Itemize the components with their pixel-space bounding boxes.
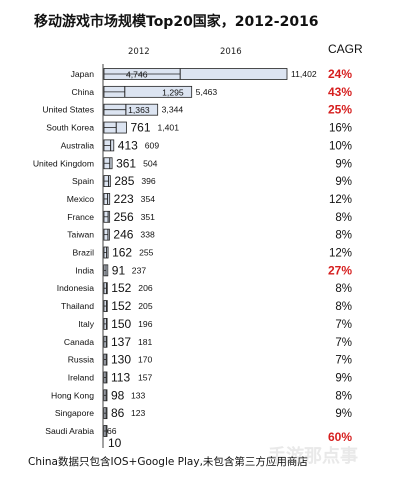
cagr-value: 9%: [335, 372, 352, 384]
value-2012: 246: [113, 228, 133, 242]
value-2016: 396: [141, 176, 156, 186]
cagr-value: 8%: [335, 212, 352, 224]
value-2016: 237: [132, 265, 147, 275]
value-2016: 338: [140, 230, 155, 240]
category-label: Spain: [72, 176, 94, 186]
value-2016: 255: [139, 248, 154, 258]
cagr-value: 8%: [335, 230, 352, 242]
category-label: United States: [42, 105, 94, 115]
value-2012: 150: [111, 317, 131, 331]
category-label: Russia: [68, 355, 94, 365]
value-2012: 361: [116, 156, 136, 170]
category-label: Taiwan: [67, 230, 94, 240]
category-label: South Korea: [46, 123, 94, 133]
cagr-value: 60%: [328, 430, 352, 444]
value-2012: 256: [114, 210, 134, 224]
value-2016: 157: [138, 372, 153, 382]
value-2012: 137: [111, 335, 131, 349]
value-2012: 86: [111, 406, 125, 420]
chart-rows: Japan 4,746 11,402 24% China 1,295 5,463 43% Uni…: [33, 67, 352, 450]
value-2016: 504: [143, 158, 158, 168]
value-2016: 170: [138, 355, 153, 365]
value-2012: 152: [111, 281, 131, 295]
value-2016: 181: [138, 337, 153, 347]
value-2016: 11,402: [291, 69, 317, 79]
category-label: Italy: [78, 319, 94, 329]
value-2012: 285: [114, 174, 134, 188]
category-label: Singapore: [55, 408, 94, 418]
cagr-value: 8%: [335, 301, 352, 313]
value-2012: 1,363: [128, 105, 150, 115]
legend-2012: 2012: [128, 47, 150, 57]
category-label: United Kingdom: [33, 158, 94, 168]
value-2012: 761: [130, 121, 150, 135]
cagr-value: 9%: [335, 408, 352, 420]
value-2012: 1,295: [162, 87, 184, 97]
cagr-value: 7%: [335, 337, 352, 349]
cagr-value: 7%: [335, 355, 352, 367]
value-2016: 206: [138, 283, 153, 293]
category-label: Thailand: [61, 301, 94, 311]
value-2012: 4,746: [126, 70, 148, 80]
category-label: Japan: [71, 69, 95, 79]
category-label: Brazil: [73, 248, 95, 258]
value-2016: 354: [141, 194, 156, 204]
value-2016: 66: [107, 426, 117, 436]
value-2016: 609: [145, 140, 160, 150]
cagr-value: 8%: [335, 390, 352, 402]
value-2016: 5,463: [196, 87, 218, 97]
value-2016: 196: [138, 319, 153, 329]
cagr-header: CAGR: [328, 42, 363, 56]
value-2012: 152: [111, 299, 131, 313]
cagr-value: 12%: [329, 194, 352, 206]
cagr-value: 9%: [335, 176, 352, 188]
category-label: France: [67, 212, 94, 222]
cagr-value: 24%: [328, 67, 352, 81]
category-label: Ireland: [68, 372, 94, 382]
value-2012: 98: [111, 388, 125, 402]
cagr-value: 27%: [328, 263, 352, 277]
value-2012: 413: [118, 138, 138, 152]
value-2012: 223: [114, 192, 134, 206]
value-2012: 113: [111, 370, 130, 384]
cagr-value: 16%: [329, 123, 352, 135]
value-2016: 3,344: [162, 105, 184, 115]
category-label: Mexico: [67, 194, 94, 204]
value-2016: 123: [131, 408, 146, 418]
footnote: China数据只包含IOS+Google Play,未包含第三方应用商店: [28, 455, 308, 468]
category-label: Indonesia: [57, 283, 94, 293]
value-2016: 1,401: [157, 123, 179, 133]
value-2016: 133: [131, 390, 146, 400]
category-label: India: [75, 265, 94, 275]
cagr-value: 43%: [328, 85, 352, 99]
chart-title: 移动游戏市场规模Top20国家，2012-2016: [34, 13, 319, 30]
cagr-value: 12%: [329, 248, 352, 260]
cagr-value: 10%: [329, 140, 352, 152]
category-label: Australia: [61, 140, 95, 150]
cagr-value: 25%: [328, 103, 352, 117]
value-2012: 91: [112, 263, 126, 277]
watermark: 手游那点事: [268, 445, 358, 467]
category-label: Canada: [64, 337, 94, 347]
category-label: Saudi Arabia: [45, 426, 94, 436]
value-2016: 205: [138, 301, 153, 311]
cagr-value: 7%: [335, 319, 352, 331]
value-2012: 10: [108, 436, 122, 450]
cagr-value: 8%: [335, 283, 352, 295]
value-2016: 351: [141, 212, 156, 222]
value-2012: 162: [112, 246, 132, 260]
category-label: Hong Kong: [51, 390, 94, 400]
cagr-value: 9%: [335, 158, 352, 170]
value-2012: 130: [111, 353, 131, 367]
legend-2016: 2016: [220, 47, 242, 57]
category-label: China: [72, 87, 95, 97]
